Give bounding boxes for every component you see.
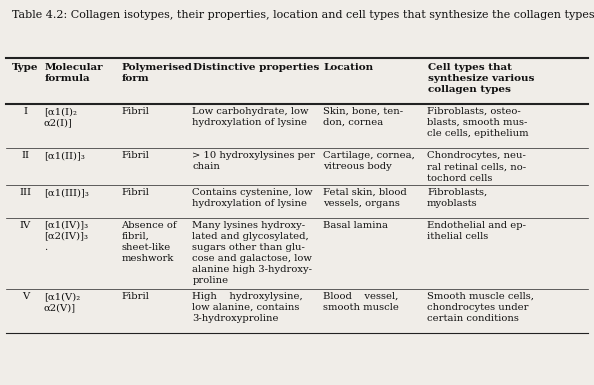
Text: Cell types that
synthesize various
collagen types: Cell types that synthesize various colla… (428, 63, 534, 94)
Text: [α1(I)₂
α2(I)]: [α1(I)₂ α2(I)] (44, 107, 77, 127)
Text: Polymerised
form: Polymerised form (122, 63, 192, 83)
Text: III: III (19, 188, 31, 197)
Text: Table 4.2: Collagen isotypes, their properties, location and cell types that syn: Table 4.2: Collagen isotypes, their prop… (12, 10, 594, 20)
Text: Fibril: Fibril (121, 151, 149, 160)
Text: Fibril: Fibril (121, 292, 149, 301)
Text: Location: Location (324, 63, 374, 72)
Text: I: I (23, 107, 27, 116)
Text: II: II (21, 151, 29, 160)
Text: > 10 hydroxylysines per
chain: > 10 hydroxylysines per chain (192, 151, 315, 171)
Text: [α1(III)]₃: [α1(III)]₃ (44, 188, 89, 197)
Text: V: V (21, 292, 29, 301)
Text: Skin, bone, ten-
don, cornea: Skin, bone, ten- don, cornea (323, 107, 403, 127)
Text: IV: IV (20, 221, 31, 229)
Text: Molecular
formula: Molecular formula (45, 63, 103, 83)
Text: Fibroblasts,
myoblasts: Fibroblasts, myoblasts (427, 188, 487, 208)
Text: Fetal skin, blood
vessels, organs: Fetal skin, blood vessels, organs (323, 188, 407, 208)
Text: [α1(V)₂
α2(V)]: [α1(V)₂ α2(V)] (44, 292, 80, 312)
Text: Low carbohydrate, low
hydroxylation of lysine: Low carbohydrate, low hydroxylation of l… (192, 107, 309, 127)
Text: Many lysines hydroxy-
lated and glycosylated,
sugars other than glu-
cose and ga: Many lysines hydroxy- lated and glycosyl… (192, 221, 312, 285)
Text: Cartilage, cornea,
vitreous body: Cartilage, cornea, vitreous body (323, 151, 415, 171)
Text: Endothelial and ep-
ithelial cells: Endothelial and ep- ithelial cells (427, 221, 526, 241)
Text: High    hydroxylysine,
low alanine, contains
3-hydroxyproline: High hydroxylysine, low alanine, contain… (192, 292, 303, 323)
Text: Absence of
fibril,
sheet-like
meshwork: Absence of fibril, sheet-like meshwork (121, 221, 177, 263)
Text: Fibril: Fibril (121, 188, 149, 197)
Text: [α1(IV)]₃
[α2(IV)]₃
.: [α1(IV)]₃ [α2(IV)]₃ . (44, 221, 88, 252)
Text: Distinctive properties: Distinctive properties (193, 63, 320, 72)
Text: Basal lamina: Basal lamina (323, 221, 388, 229)
Text: Chondrocytes, neu-
ral retinal cells, no-
tochord cells: Chondrocytes, neu- ral retinal cells, no… (427, 151, 526, 182)
Text: Contains cystenine, low
hydroxylation of lysine: Contains cystenine, low hydroxylation of… (192, 188, 313, 208)
Text: Smooth muscle cells,
chondrocytes under
certain conditions: Smooth muscle cells, chondrocytes under … (427, 292, 534, 323)
Text: [α1(II)]₃: [α1(II)]₃ (44, 151, 85, 160)
Text: Fibril: Fibril (121, 107, 149, 116)
Text: Fibroblasts, osteo-
blasts, smooth mus-
cle cells, epithelium: Fibroblasts, osteo- blasts, smooth mus- … (427, 107, 529, 138)
Text: Blood    vessel,
smooth muscle: Blood vessel, smooth muscle (323, 292, 399, 312)
Text: Type: Type (12, 63, 39, 72)
